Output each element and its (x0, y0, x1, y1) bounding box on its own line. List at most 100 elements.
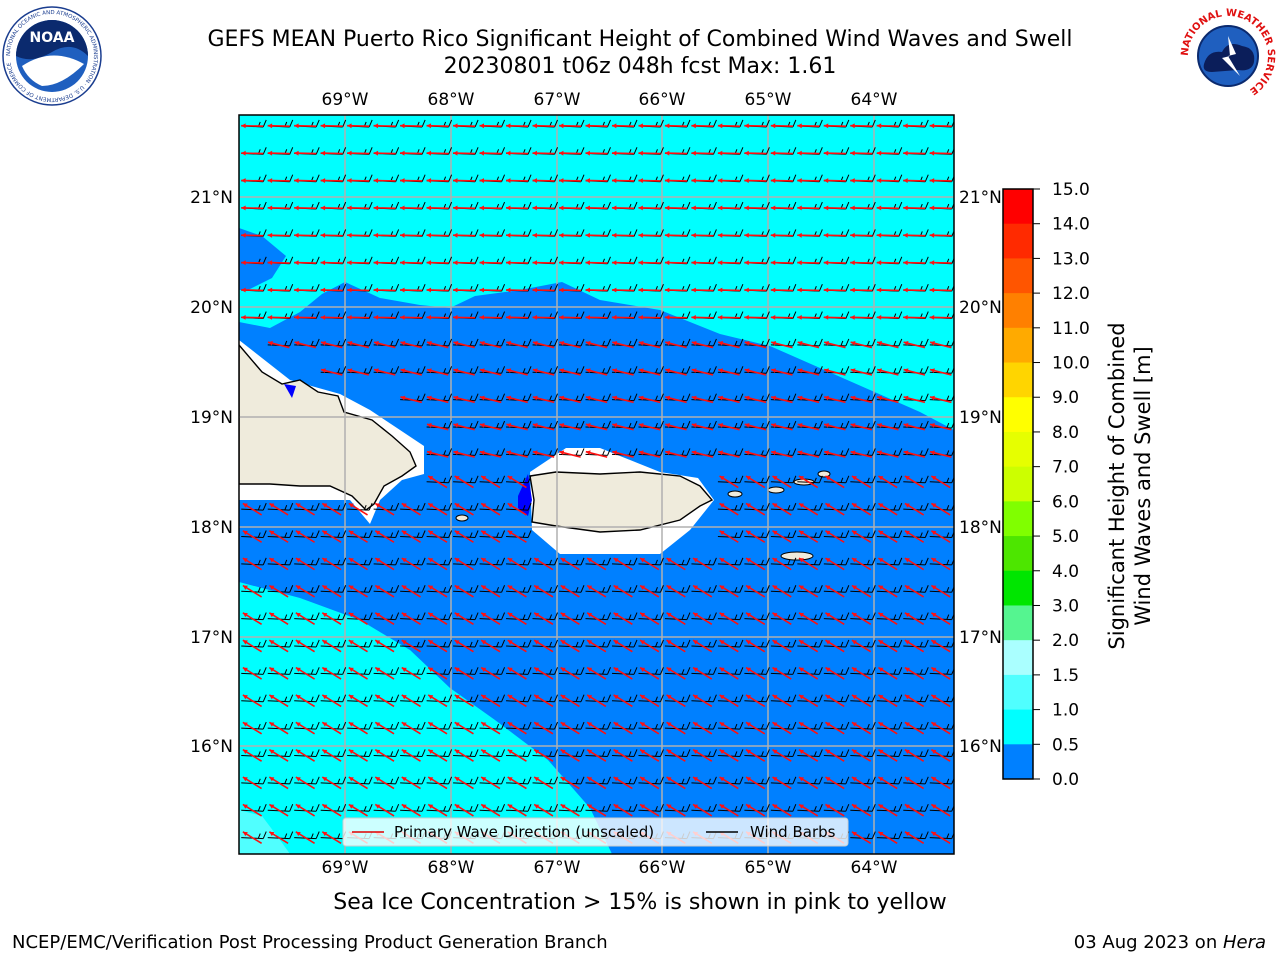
wave-arrow (851, 721, 872, 735)
wave-arrow (295, 584, 315, 598)
wave-arrow (241, 178, 264, 183)
island-st-thomas (767, 486, 785, 494)
wave-arrow (585, 123, 608, 129)
wave-arrow (533, 612, 554, 626)
wave-arrow (560, 666, 580, 680)
wave-arrow (453, 232, 476, 238)
wave-arrow (426, 232, 449, 238)
wave-arrow (611, 178, 634, 183)
wave-arrow (454, 502, 474, 516)
colorbar-segment (1003, 709, 1033, 745)
wave-arrow (267, 123, 290, 129)
wave-arrow (798, 721, 819, 735)
lon-tick-bottom: 65°W (745, 858, 792, 878)
wave-arrow (639, 776, 660, 790)
wave-arrow (665, 395, 687, 404)
wave-arrow (507, 612, 527, 626)
wave-arrow (719, 502, 739, 516)
lat-tick-right: 21°N (959, 188, 1002, 208)
wave-arrow (878, 749, 898, 762)
wave-arrow (850, 450, 873, 458)
wave-arrow (401, 666, 421, 680)
wave-arrow (613, 612, 633, 626)
wave-arrow (373, 315, 396, 320)
wave-arrow (876, 395, 899, 404)
wave-arrow (876, 150, 899, 156)
wave-arrow (479, 315, 502, 320)
wave-arrow (850, 423, 873, 431)
wave-arrow (717, 150, 740, 156)
wave-arrow (719, 612, 739, 626)
wave-arrow (347, 260, 370, 266)
lon-tick-top: 67°W (534, 90, 581, 110)
wave-arrow (770, 315, 793, 320)
wave-arrow (744, 232, 767, 238)
wave-arrow (532, 205, 555, 211)
wave-arrow (718, 450, 740, 458)
wave-arrow (717, 260, 740, 266)
wave-arrow (851, 776, 872, 790)
wave-arrow (904, 475, 925, 489)
wave-arrow (903, 205, 926, 211)
wave-arrow (427, 502, 448, 516)
wave-arrow (798, 776, 819, 790)
wave-arrow (453, 315, 476, 320)
wave-arrow (401, 749, 421, 762)
wave-arrow (929, 123, 952, 129)
wave-arrow (744, 260, 767, 266)
wave-arrow (267, 287, 290, 293)
wave-arrow (373, 205, 396, 211)
wave-arrow (506, 423, 528, 431)
wave-arrow (401, 721, 421, 735)
wave-arrow (506, 123, 529, 129)
wave-arrow (639, 639, 660, 653)
wave-arrow (507, 502, 527, 516)
wave-arrow (772, 776, 792, 790)
wave-arrow (480, 803, 501, 817)
wave-arrow (770, 287, 793, 293)
wave-arrow (903, 315, 926, 320)
colorbar-segment (1003, 258, 1033, 294)
wave-arrow (878, 475, 898, 489)
wave-arrow (559, 287, 582, 293)
wave-arrow (321, 776, 342, 790)
wave-arrow (479, 232, 502, 238)
wave-arrow (586, 612, 607, 626)
colorbar-segment (1003, 293, 1033, 329)
wave-arrow (348, 721, 368, 735)
wave-arrow (797, 178, 820, 183)
wave-arrow (692, 584, 713, 598)
noaa-logo-text: NOAA (30, 30, 75, 46)
wave-arrow (664, 232, 687, 238)
wave-arrow (719, 475, 739, 489)
wave-arrow (401, 776, 421, 790)
wave-arrow (267, 340, 290, 349)
wave-arrow (665, 340, 687, 349)
wave-arrow (400, 395, 422, 404)
wave-arrow (904, 749, 925, 762)
wave-arrow (400, 178, 423, 183)
wave-arrow (613, 666, 633, 680)
wave-arrow (823, 205, 846, 211)
wave-arrow (427, 475, 448, 489)
wave-arrow (612, 395, 634, 404)
wave-arrow (373, 150, 396, 156)
wave-arrow (638, 150, 661, 156)
wave-arrow (823, 315, 846, 320)
wave-arrow (559, 178, 582, 183)
wave-arrow (744, 340, 767, 349)
wave-arrow (692, 721, 713, 735)
lat-tick-right: 16°N (959, 737, 1002, 757)
wave-arrow (427, 749, 448, 762)
wave-arrow (242, 557, 263, 571)
colorbar-tick-label: 12.0 (1052, 284, 1090, 304)
wave-arrow (241, 123, 264, 129)
wave-arrow (321, 639, 342, 653)
wave-arrow (427, 557, 448, 571)
wave-arrow (533, 639, 554, 653)
footer-branch: NCEP/EMC/Verification Post Processing Pr… (12, 932, 608, 953)
wave-arrow (586, 557, 607, 571)
wave-arrow (373, 178, 396, 183)
wave-arrow (532, 315, 555, 320)
wave-arrow (904, 530, 925, 543)
